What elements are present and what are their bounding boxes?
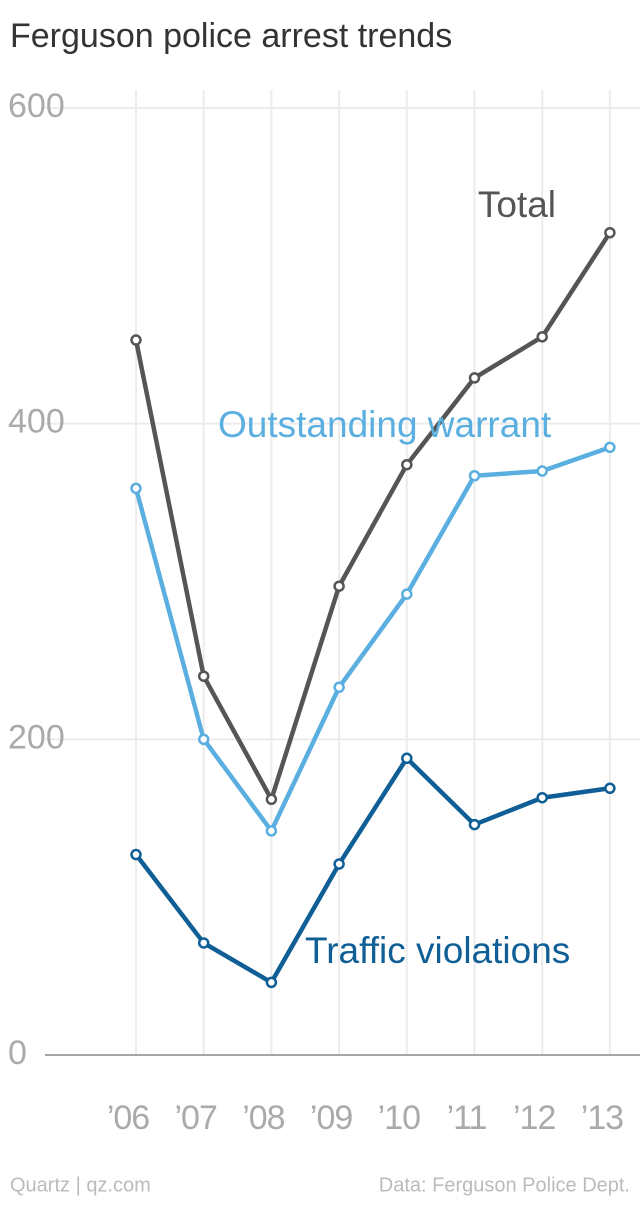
- chart-title: Ferguson police arrest trends: [10, 17, 452, 55]
- point: [468, 372, 481, 384]
- point: [536, 331, 548, 343]
- point: [333, 580, 345, 592]
- point: [130, 848, 142, 861]
- series-line: [133, 445, 611, 834]
- source: Data: Ferguson Police Dept.: [379, 1174, 630, 1196]
- point: [401, 588, 413, 600]
- point: [197, 937, 210, 949]
- x-tick-label: ’10: [378, 1099, 420, 1137]
- point: [536, 465, 548, 477]
- point: [536, 791, 548, 804]
- point: [604, 226, 616, 239]
- point: [197, 670, 210, 682]
- x-tick-label: ’13: [581, 1099, 623, 1137]
- y-tick-label: 600: [8, 87, 65, 125]
- x-tick-label: ’08: [242, 1099, 284, 1137]
- point: [197, 733, 210, 746]
- point: [130, 482, 142, 495]
- x-tick-label: ’09: [310, 1099, 352, 1137]
- point: [604, 782, 616, 795]
- point: [604, 441, 616, 454]
- x-tick-label: ’06: [107, 1099, 149, 1137]
- y-tick-label: 400: [8, 403, 65, 441]
- y-tick-label: 0: [8, 1034, 27, 1072]
- point: [265, 825, 278, 837]
- series-line: [134, 756, 611, 985]
- x-tick-label: ’12: [513, 1099, 555, 1137]
- series-label: Total: [478, 184, 556, 225]
- point: [265, 793, 278, 806]
- y-tick-label: 200: [8, 718, 65, 756]
- x-tick-label: ’11: [447, 1099, 487, 1137]
- point: [401, 752, 413, 765]
- credit: Quartz | qz.com: [10, 1174, 151, 1196]
- series-label: Outstanding warrant: [218, 404, 552, 445]
- point: [333, 858, 345, 870]
- point: [130, 334, 142, 346]
- x-tick-label: ’07: [175, 1099, 217, 1137]
- point: [468, 470, 481, 482]
- point: [468, 818, 481, 831]
- series-line: [133, 231, 612, 802]
- point: [265, 976, 278, 989]
- series-label: Traffic violations: [305, 930, 570, 971]
- point: [401, 458, 413, 471]
- point: [333, 681, 345, 693]
